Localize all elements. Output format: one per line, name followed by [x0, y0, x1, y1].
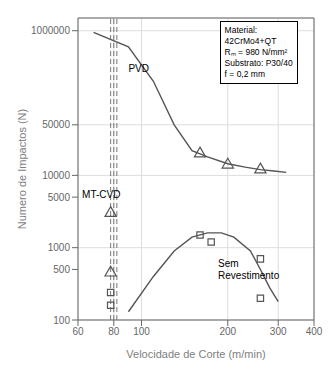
svg-text:500: 500 — [53, 264, 70, 275]
svg-text:10000: 10000 — [42, 170, 70, 181]
html-text:Material: 42CrMo4+QT Rₘ = 980: Material: 42CrMo4+QT Rₘ = 980 N/mm² Subs… — [224, 25, 293, 79]
svg-text:5000: 5000 — [48, 192, 71, 203]
svg-text:400: 400 — [306, 326, 323, 337]
svg-text:PVD: PVD — [128, 63, 149, 74]
svg-text:Numero de Impactos (N): Numero de Impactos (N) — [16, 109, 28, 229]
svg-text:MT-CVD: MT-CVD — [82, 189, 120, 200]
svg-text:SemRevestimento: SemRevestimento — [218, 258, 280, 281]
svg-text:300: 300 — [270, 326, 287, 337]
svg-text:1000000: 1000000 — [31, 25, 70, 36]
svg-text:60: 60 — [72, 326, 84, 337]
svg-text:50000: 50000 — [42, 119, 70, 130]
svg-text:100: 100 — [133, 326, 150, 337]
svg-text:Velocidade de Corte (m/min): Velocidade de Corte (m/min) — [126, 348, 265, 360]
svg-text:80: 80 — [108, 326, 120, 337]
svg-text:1000: 1000 — [48, 242, 71, 253]
svg-text:200: 200 — [219, 326, 236, 337]
svg-text:100: 100 — [53, 315, 70, 326]
